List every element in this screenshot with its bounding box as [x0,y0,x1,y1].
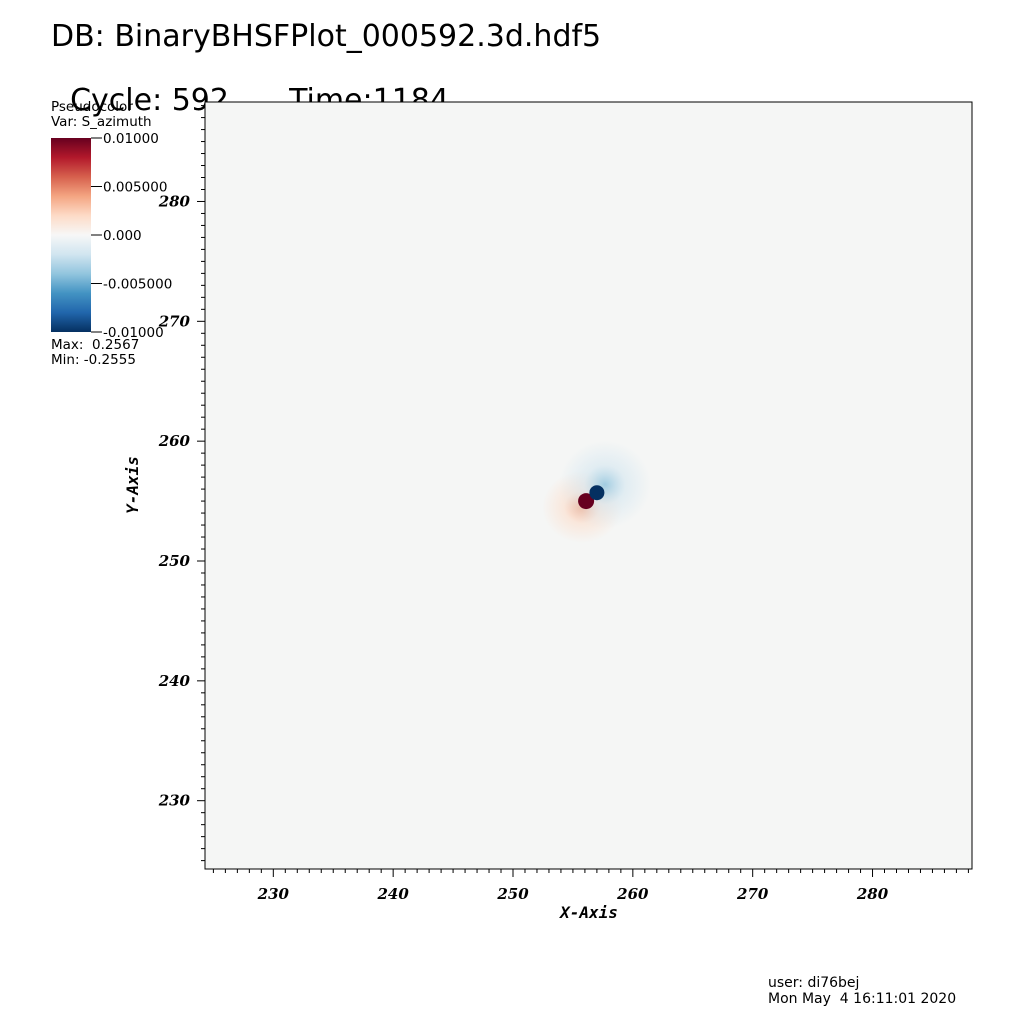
y-tick-label: 250 [158,552,191,570]
negative-lobe [589,485,605,501]
colorbar-label: 0.000 [103,228,142,244]
variable-label: Var: S_azimuth [51,114,152,130]
colorbar [51,138,91,332]
x-tick-label: 240 [376,885,409,903]
x-tick-label: 280 [856,885,889,903]
colorbar-label: -0.005000 [103,277,172,293]
x-tick-label: 270 [736,885,769,903]
database-title: DB: BinaryBHSFPlot_000592.3d.hdf5 [51,19,602,54]
y-tick-label: 270 [158,312,191,330]
x-tick-label: 260 [616,885,649,903]
y-tick-label: 280 [158,192,191,210]
user-label: user: di76bej [768,975,860,991]
x-tick-label: 250 [496,885,529,903]
colorbar-label: -0.01000 [103,325,164,341]
max-label: Max: 0.2567 [51,337,140,353]
y-tick-label: 230 [158,792,191,810]
colorbar-label: 0.01000 [103,131,159,147]
min-label: Min: -0.2555 [51,352,136,368]
colorbar-label: 0.005000 [103,180,167,196]
negative-halo [558,440,651,529]
date-label: Mon May 4 16:11:01 2020 [768,991,957,1007]
positive-lobe [578,493,595,510]
y-tick-label: 240 [158,672,191,690]
x-axis-title: X-Axis [558,903,618,922]
y-tick-label: 260 [158,432,191,450]
colorbar-ticks: 0.01000 0.005000 0.000 -0.005000 -0.01000 [91,131,172,341]
axis-ticks: 230 240 250 260 270 280 230 240 250 260 270 280 [158,105,969,903]
plot-type-label: Pseudocolor [51,99,133,115]
y-axis-title: Y-Axis [123,456,142,514]
x-tick-label: 230 [257,885,290,903]
field-features [542,440,651,544]
